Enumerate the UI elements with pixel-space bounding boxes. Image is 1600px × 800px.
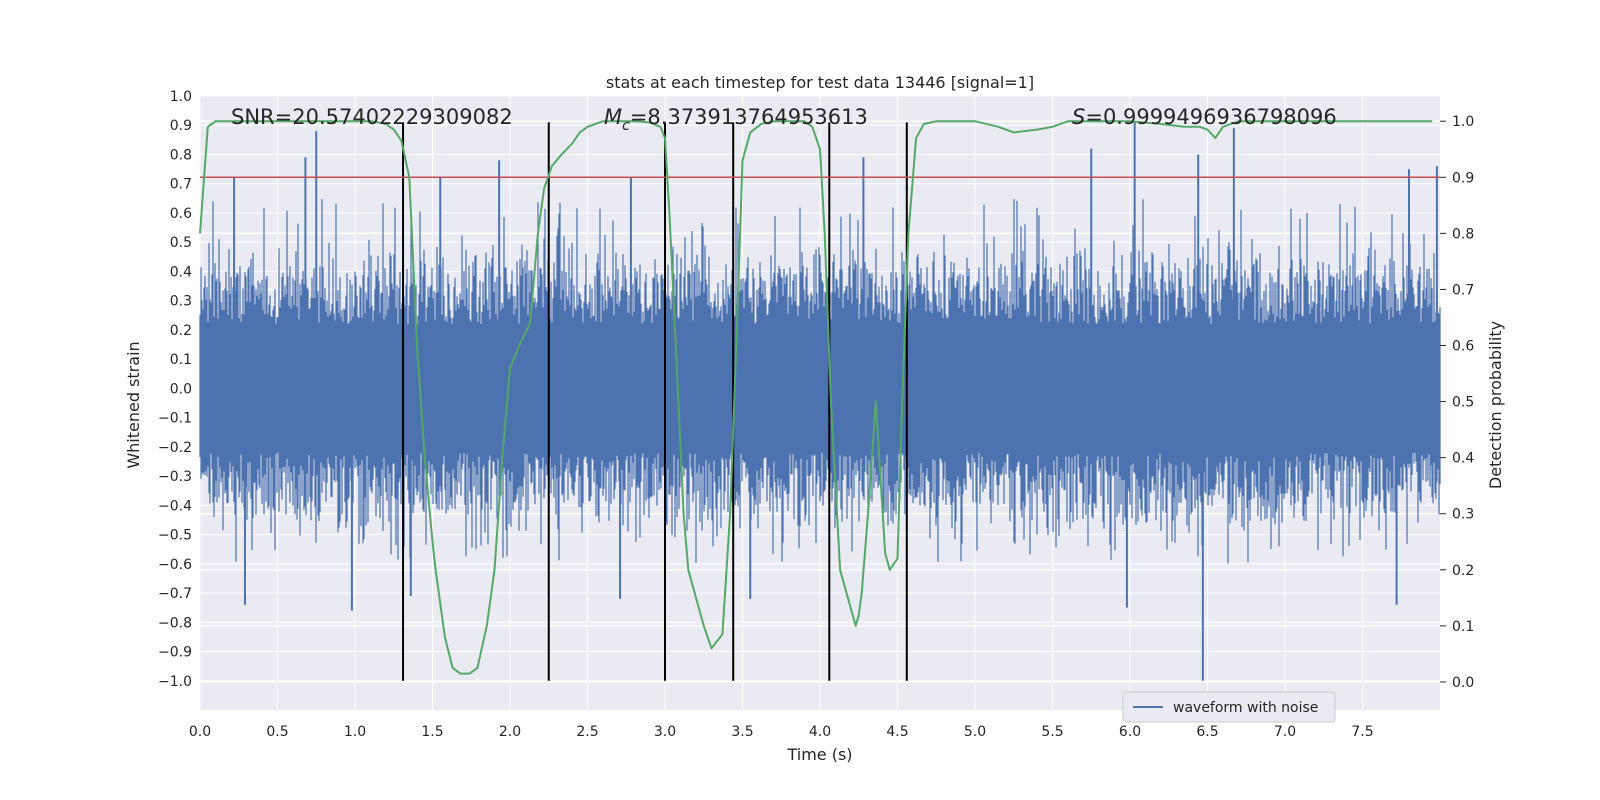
x-tick-label: 0.5 (266, 724, 288, 740)
y-tick-label: 0.8 (170, 147, 192, 163)
legend: waveform with noise (1122, 691, 1336, 723)
x-tick-label: 2.0 (499, 724, 521, 740)
score-value: =0.9999496936798096 (1085, 105, 1336, 129)
y-tick-label: 0.1 (170, 352, 192, 368)
chart-title: stats at each timestep for test data 134… (606, 73, 1034, 92)
y2-tick-label: 1.0 (1452, 114, 1474, 130)
x-tick-label: 6.5 (1196, 724, 1218, 740)
y2-tick-label: 0.3 (1452, 507, 1474, 523)
snr-annotation: SNR=20.57402229309082 (231, 105, 513, 129)
x-axis-label: Time (s) (786, 745, 852, 764)
marker-lines (402, 122, 908, 681)
y2-tick-label: 0.5 (1452, 395, 1474, 411)
y2-tick-label: 0.0 (1452, 675, 1474, 691)
legend-label: waveform with noise (1173, 700, 1318, 716)
y-tick-label: 0.6 (170, 206, 192, 222)
y-axis-ticks: 1.0 0.9 0.8 0.7 0.6 0.5 0.4 0.3 0.2 0.1 0.0 −0.1 −0.… (158, 89, 192, 690)
y2-tick-label: 0.9 (1452, 170, 1474, 186)
y-tick-label: −0.1 (158, 411, 192, 427)
y-tick-label: −0.7 (158, 586, 192, 602)
y2-tick-label: 0.4 (1452, 451, 1474, 467)
y2-tick-label: 0.6 (1452, 339, 1474, 355)
y2-tick-label: 0.8 (1452, 226, 1474, 242)
y-tick-label: 0.0 (170, 381, 192, 397)
score-symbol: S (1072, 105, 1085, 129)
y-tick-label: −1.0 (158, 674, 192, 690)
chirp-mass-annotation: Mc=8.373913764953613 (604, 105, 868, 134)
x-tick-label: 6.0 (1119, 724, 1141, 740)
y-tick-label: −0.8 (158, 615, 192, 631)
x-tick-label: 2.5 (576, 724, 598, 740)
y-tick-label: −0.2 (158, 440, 192, 456)
legend-box (1122, 691, 1336, 723)
y2-axis-ticks: 1.0 0.9 0.8 0.7 0.6 0.5 0.4 0.3 0.2 0.1 0.0 (1440, 114, 1474, 691)
x-tick-label: 1.5 (421, 724, 443, 740)
y-tick-label: −0.3 (158, 469, 192, 485)
y-tick-label: −0.9 (158, 645, 192, 661)
y2-tick-label: 0.1 (1452, 619, 1474, 635)
chirp-mass-subscript: c (622, 118, 630, 134)
probability-series (199, 120, 1433, 675)
x-tick-label: 5.5 (1041, 724, 1063, 740)
score-annotation: S=0.9999496936798096 (1072, 105, 1337, 129)
y-tick-label: −0.6 (158, 557, 192, 573)
x-tick-label: 5.0 (964, 724, 986, 740)
probability-line (199, 120, 1433, 675)
y-tick-label: 0.7 (170, 177, 192, 193)
y-tick-label: 0.9 (170, 118, 192, 134)
x-tick-label: 1.0 (344, 724, 366, 740)
y-tick-label: 0.5 (170, 235, 192, 251)
chirp-mass-symbol: M (604, 105, 622, 129)
y-tick-label: 0.2 (170, 323, 192, 339)
x-tick-label: 4.0 (809, 724, 831, 740)
y-tick-label: −0.5 (158, 528, 192, 544)
y-tick-label: 0.3 (170, 294, 192, 310)
x-tick-label: 7.5 (1351, 724, 1373, 740)
y2-tick-label: 0.7 (1452, 282, 1474, 298)
chirp-mass-value: =8.373913764953613 (630, 105, 868, 129)
x-tick-label: 3.0 (654, 724, 676, 740)
y-axis-label: Whitened strain (124, 341, 143, 468)
y-tick-label: 0.4 (170, 264, 192, 280)
y-tick-label: 1.0 (170, 89, 192, 105)
y2-tick-label: 0.2 (1452, 563, 1474, 579)
waveform-series (199, 122, 1441, 681)
x-tick-label: 7.0 (1274, 724, 1296, 740)
x-tick-label: 4.5 (886, 724, 908, 740)
y-tick-label: −0.4 (158, 498, 192, 514)
x-tick-label: 3.5 (731, 724, 753, 740)
x-tick-label: 0.0 (189, 724, 211, 740)
y2-axis-label: Detection probability (1486, 321, 1505, 489)
x-axis-ticks: 0.0 0.5 1.0 1.5 2.0 2.5 3.0 3.5 4.0 4.5 5.0 5.5 6.0 6… (189, 724, 1374, 740)
